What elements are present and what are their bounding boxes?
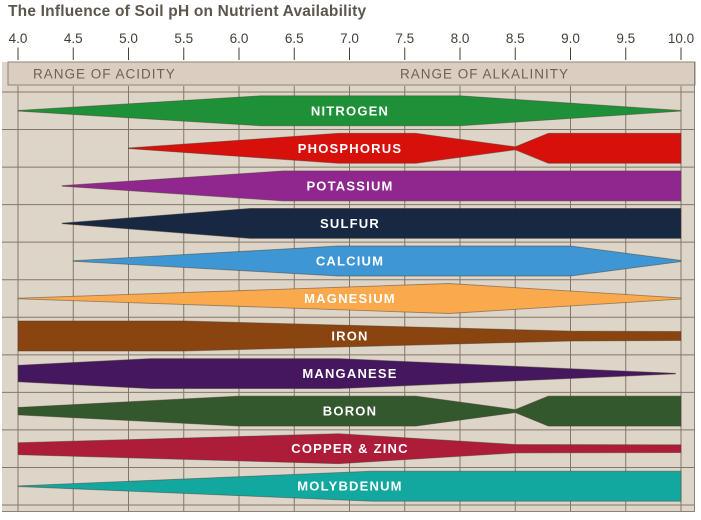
band-label-copper-zinc: COPPER & ZINC bbox=[291, 441, 408, 456]
x-axis-tick-label: 8.5 bbox=[506, 31, 525, 46]
zone-label-alkalinity: RANGE OF ALKALINITY bbox=[400, 67, 569, 82]
x-axis: 4.0 4.5 5.0 5.5 6.0 6.5 7.0 7.5 8.0 8.5 9.0 9.5 10.0 bbox=[9, 31, 694, 60]
band-shape-molybdenum bbox=[17, 470, 682, 502]
band-label-molybdenum: MOLYBDENUM bbox=[297, 479, 402, 494]
x-axis-tick-label: 7.5 bbox=[395, 31, 414, 46]
x-axis-tick-label: 9.5 bbox=[616, 31, 635, 46]
x-axis-tick-label: 5.5 bbox=[174, 31, 193, 46]
band-iron: IRON bbox=[17, 320, 682, 352]
band-label-boron: BORON bbox=[323, 404, 377, 419]
band-shape-phosphorus bbox=[128, 132, 682, 164]
band-label-manganese: MANGANESE bbox=[302, 366, 397, 381]
band-sulfur: SULFUR bbox=[61, 207, 682, 239]
band-label-potassium: POTASSIUM bbox=[306, 178, 393, 193]
band-shape-copper-zinc bbox=[17, 433, 682, 465]
band-label-magnesium: MAGNESIUM bbox=[304, 291, 396, 306]
band-shape-boron bbox=[17, 395, 682, 427]
band-magnesium: MAGNESIUM bbox=[17, 283, 682, 314]
band-copper-zinc: COPPER & ZINC bbox=[17, 433, 682, 465]
band-molybdenum: MOLYBDENUM bbox=[17, 470, 682, 502]
band-shape-manganese bbox=[17, 358, 676, 390]
band-label-sulfur: SULFUR bbox=[320, 216, 380, 231]
band-label-iron: IRON bbox=[331, 329, 368, 344]
band-potassium: POTASSIUM bbox=[61, 170, 682, 202]
band-label-calcium: CALCIUM bbox=[316, 253, 384, 268]
x-axis-tick-label: 9.0 bbox=[561, 31, 580, 46]
band-phosphorus: PHOSPHORUS bbox=[128, 132, 682, 164]
band-calcium: CALCIUM bbox=[72, 245, 682, 277]
band-boron: BORON bbox=[17, 395, 682, 427]
x-axis-tick-label: 6.0 bbox=[230, 31, 249, 46]
x-axis-tick-label: 4.0 bbox=[9, 31, 28, 46]
band-label-nitrogen: NITROGEN bbox=[311, 103, 389, 118]
band-label-phosphorus: PHOSPHORUS bbox=[298, 141, 402, 156]
band-shape-potassium bbox=[61, 170, 682, 202]
x-axis-tick-label: 7.0 bbox=[340, 31, 359, 46]
band-shape-magnesium bbox=[17, 283, 682, 314]
x-axis-tick-label: 6.5 bbox=[285, 31, 304, 46]
band-manganese: MANGANESE bbox=[17, 358, 676, 390]
band-shape-calcium bbox=[72, 245, 682, 277]
band-nitrogen: NITROGEN bbox=[17, 95, 682, 127]
x-axis-tick-label: 10.0 bbox=[668, 31, 694, 46]
zone-label-acidity: RANGE OF ACIDITY bbox=[33, 67, 176, 82]
chart-title: The Influence of Soil pH on Nutrient Ava… bbox=[8, 3, 367, 20]
x-axis-tick-label: 4.5 bbox=[64, 31, 83, 46]
band-shape-iron bbox=[17, 320, 682, 352]
x-axis-tick-label: 8.0 bbox=[451, 31, 470, 46]
x-axis-tick-label: 5.0 bbox=[119, 31, 138, 46]
band-shape-nitrogen bbox=[17, 95, 682, 127]
band-shape-sulfur bbox=[61, 207, 682, 239]
